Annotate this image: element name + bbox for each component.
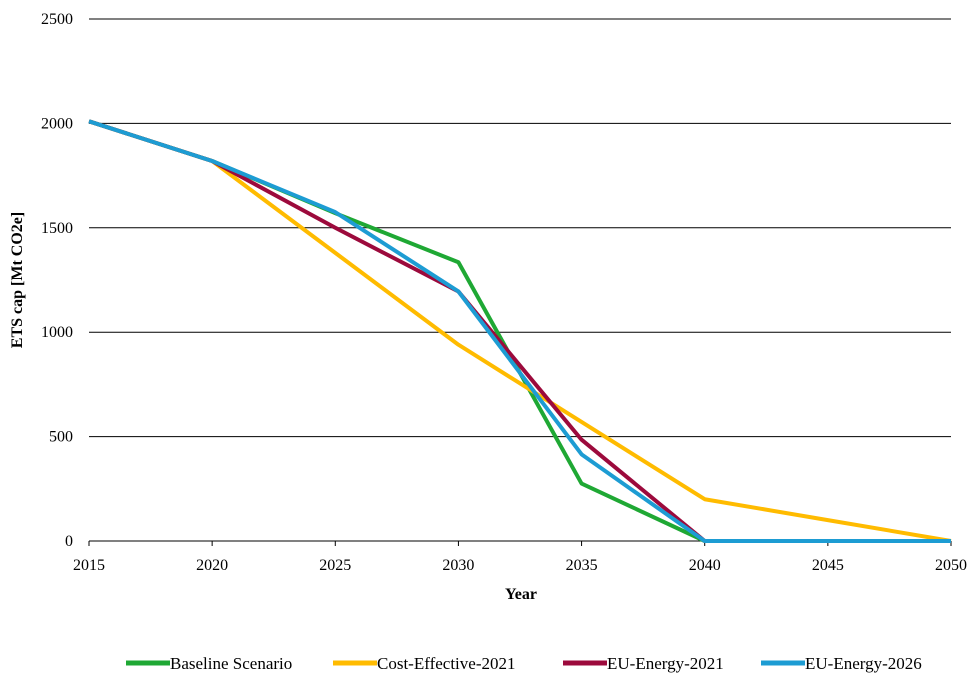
series-line-2 (88, 119, 951, 543)
legend-label: Cost-Effective-2021 (377, 654, 515, 673)
y-tick-label: 2500 (41, 11, 73, 28)
y-tick-label: 500 (49, 429, 73, 446)
x-tick-labels: 2015 2020 2025 2030 2035 2040 2045 2050 (73, 541, 967, 574)
y-axis-title: ETS cap [Mt CO2e] (9, 212, 26, 348)
y-tick-label: 1500 (41, 220, 73, 237)
x-tick-label: 2020 (196, 557, 228, 574)
legend-item: EU-Energy-2021 (563, 654, 724, 673)
legend-label: EU-Energy-2026 (805, 654, 922, 673)
y-tick-label: 0 (65, 533, 73, 550)
series-line-1 (88, 119, 952, 543)
series-lines (88, 119, 952, 543)
gridlines (89, 18, 951, 542)
y-tick-labels: 0 500 1000 1500 2000 2500 (41, 11, 73, 550)
legend-item: Baseline Scenario (126, 654, 292, 673)
legend-label: EU-Energy-2021 (607, 654, 724, 673)
x-tick-label: 2015 (73, 557, 105, 574)
x-tick-label: 2050 (935, 557, 967, 574)
x-tick-label: 2025 (319, 557, 351, 574)
y-tick-label: 2000 (41, 115, 73, 132)
y-tick-label: 1000 (41, 324, 73, 341)
x-tick-label: 2045 (812, 557, 844, 574)
x-tick-label: 2035 (566, 557, 598, 574)
x-tick-label: 2040 (689, 557, 721, 574)
x-tick-label: 2030 (442, 557, 474, 574)
series-line-3 (88, 119, 951, 543)
series-line-0 (88, 119, 951, 543)
legend-item: EU-Energy-2026 (761, 654, 922, 673)
x-axis-title: Year (505, 586, 537, 603)
legend: Baseline Scenario Cost-Effective-2021 EU-E… (126, 654, 922, 673)
legend-label: Baseline Scenario (170, 654, 292, 673)
legend-item: Cost-Effective-2021 (333, 654, 515, 673)
